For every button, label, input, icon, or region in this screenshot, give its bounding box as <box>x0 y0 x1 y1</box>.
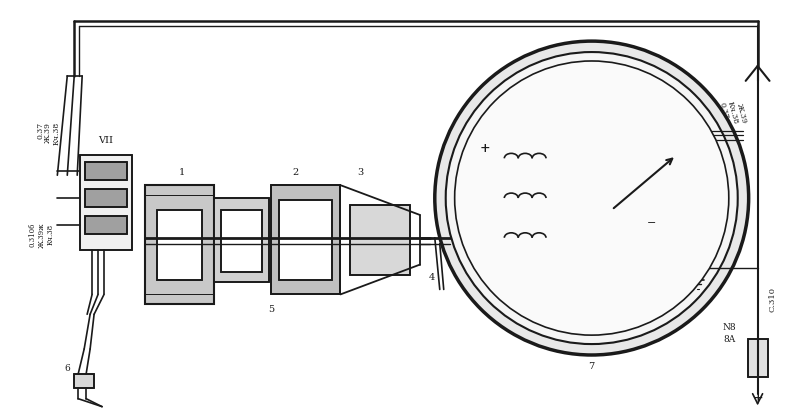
Text: 5: 5 <box>268 305 274 314</box>
Text: Кч.38: Кч.38 <box>47 224 54 245</box>
Bar <box>271 185 340 294</box>
Bar <box>214 198 269 282</box>
Bar <box>85 162 127 180</box>
Bar <box>600 229 625 247</box>
Text: Ж.39ж: Ж.39ж <box>37 222 45 247</box>
Text: Ж.39: Ж.39 <box>44 122 52 143</box>
Text: Кч.38: Кч.38 <box>52 122 60 145</box>
Circle shape <box>455 61 729 335</box>
Text: С.310: С.310 <box>768 287 776 312</box>
Text: 7: 7 <box>588 363 595 371</box>
Bar <box>351 205 410 275</box>
Bar <box>74 374 94 388</box>
Text: Кч.38: Кч.38 <box>726 100 740 125</box>
Bar <box>279 200 333 280</box>
Bar <box>748 339 767 377</box>
Text: −: − <box>646 218 656 228</box>
Circle shape <box>446 52 737 344</box>
Text: 1: 1 <box>178 168 185 177</box>
Text: 6: 6 <box>64 364 70 373</box>
Text: VII: VII <box>98 136 114 145</box>
Text: +: + <box>752 392 763 405</box>
Bar <box>74 374 94 388</box>
Bar <box>279 200 333 280</box>
Bar <box>600 189 625 207</box>
Bar <box>271 185 340 294</box>
Text: 0.37: 0.37 <box>36 122 44 139</box>
Text: 4: 4 <box>429 273 435 282</box>
Bar <box>600 150 625 167</box>
Bar <box>156 210 202 280</box>
Bar <box>85 216 127 234</box>
Bar <box>145 185 214 304</box>
Bar <box>567 229 592 247</box>
Bar <box>80 155 132 250</box>
Bar <box>85 189 127 207</box>
Text: 0.310б: 0.310б <box>28 223 36 247</box>
Bar <box>80 155 132 250</box>
Bar <box>221 210 262 272</box>
Text: 0.37: 0.37 <box>718 101 730 120</box>
Text: 2: 2 <box>293 168 299 177</box>
Text: N8: N8 <box>723 323 737 332</box>
Bar <box>85 189 127 207</box>
Text: 8A: 8A <box>724 335 736 344</box>
Bar <box>85 162 127 180</box>
Bar <box>351 205 410 275</box>
Bar <box>567 150 592 167</box>
Text: +: + <box>479 142 490 155</box>
Bar <box>748 339 767 377</box>
Bar <box>156 210 202 280</box>
Bar <box>85 216 127 234</box>
Text: 3: 3 <box>357 168 364 177</box>
Bar <box>221 210 262 272</box>
Bar <box>214 198 269 282</box>
Bar <box>145 185 214 304</box>
Text: Ж.39: Ж.39 <box>735 102 748 125</box>
Bar <box>567 189 592 207</box>
Circle shape <box>434 41 749 355</box>
